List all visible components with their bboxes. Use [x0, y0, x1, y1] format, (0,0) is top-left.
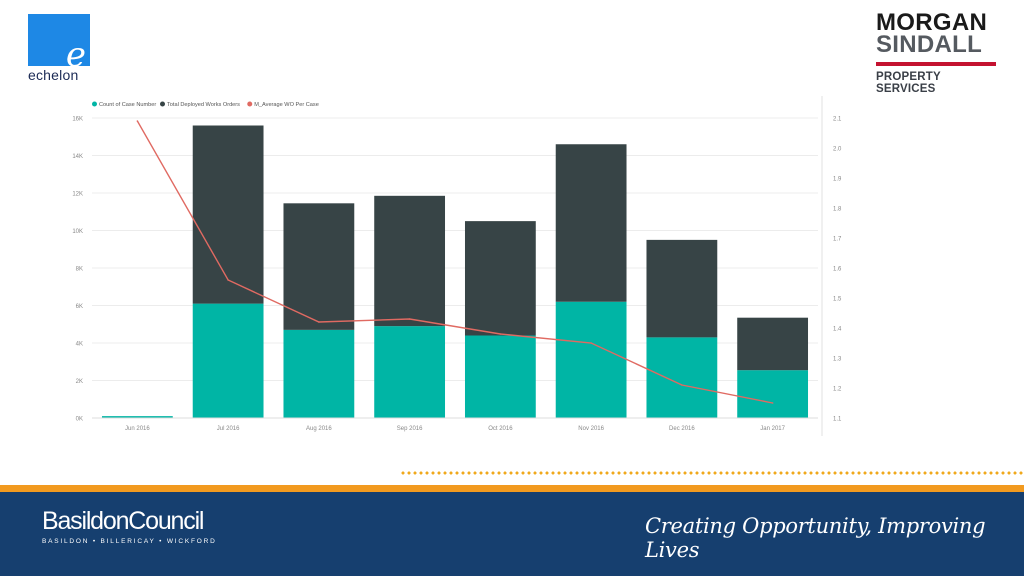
- legend-entry: M_Average WO Per Case: [254, 102, 319, 108]
- line-point: [408, 318, 411, 320]
- echelon-logo-mark: e: [28, 14, 90, 72]
- morgan-sindall-rule: [876, 62, 996, 66]
- y-left-tick-label: 16K: [72, 117, 83, 123]
- legend-swatch: [247, 101, 253, 107]
- line-point: [681, 384, 683, 386]
- line-point: [318, 321, 320, 323]
- bar-total-deployed-works-orders: [737, 317, 809, 371]
- bar-count-of-case-number: [464, 335, 536, 418]
- x-tick-label: Oct 2016: [488, 426, 513, 432]
- y-right-tick-label: 1.5: [833, 297, 842, 303]
- y-left-tick-label: 6K: [76, 304, 83, 310]
- bar-count-of-case-number: [646, 337, 718, 418]
- y-right-tick-label: 1.2: [833, 387, 842, 393]
- bar-total-deployed-works-orders: [192, 125, 264, 304]
- y-left-tick-label: 14K: [72, 154, 83, 160]
- morgan-sindall-line3: PROPERTY SERVICES: [876, 71, 941, 95]
- footer-band: [0, 492, 1024, 576]
- morgan-sindall-line2: SINDALL: [876, 31, 983, 58]
- legend-swatch: [160, 101, 165, 107]
- legend-swatch: [92, 101, 97, 107]
- y-right-tick-label: 2.1: [833, 117, 842, 123]
- dotted-divider: [400, 470, 1024, 476]
- x-tick-label: Aug 2016: [306, 426, 332, 432]
- echelon-logo: e echelon: [28, 14, 90, 83]
- y-left-tick-label: 10K: [72, 229, 83, 235]
- bar-count-of-case-number: [101, 416, 173, 418]
- echelon-logo-letter: e: [65, 35, 86, 75]
- y-right-tick-label: 1.6: [833, 267, 842, 273]
- legend-entry: Count of Case Number: [99, 102, 156, 108]
- bar-total-deployed-works-orders: [283, 203, 355, 330]
- y-right-tick-label: 1.1: [833, 417, 842, 423]
- bar-total-deployed-works-orders: [555, 144, 627, 302]
- y-left-tick-label: 0K: [76, 417, 83, 423]
- x-tick-label: Jan 2017: [760, 426, 785, 432]
- morgan-sindall-line1: MORGAN: [876, 9, 988, 36]
- y-left-tick-label: 12K: [72, 192, 83, 198]
- council-towns: BASILDON • BILLERICAY • WICKFORD: [42, 538, 217, 545]
- line-point: [771, 402, 774, 404]
- bar-total-deployed-works-orders: [646, 239, 718, 338]
- y-right-tick-label: 1.9: [833, 177, 842, 183]
- y-right-tick-label: 1.4: [833, 327, 842, 333]
- bar-total-deployed-works-orders: [464, 221, 536, 336]
- bar-count-of-case-number: [283, 329, 355, 418]
- y-right-tick-label: 1.7: [833, 237, 842, 243]
- y-right-tick-label: 1.8: [833, 207, 842, 213]
- line-point: [136, 120, 139, 122]
- x-tick-label: Dec 2016: [669, 426, 695, 432]
- bar-count-of-case-number: [737, 370, 809, 418]
- bar-count-of-case-number: [555, 301, 627, 418]
- slogan: Creating Opportunity, Improving Lives: [645, 514, 986, 562]
- y-left-tick-label: 2K: [76, 379, 83, 385]
- legend-entry: Total Deployed Works Orders: [167, 102, 240, 108]
- y-left-tick-label: 8K: [76, 267, 83, 273]
- line-m-average-wo-per-case: [136, 120, 773, 404]
- line-point: [499, 333, 502, 335]
- council-name: BasildonCouncil: [42, 507, 204, 535]
- footer-stripe: [0, 485, 1024, 492]
- line-point: [227, 279, 229, 281]
- bar-count-of-case-number: [192, 303, 264, 418]
- y-right-tick-label: 2.0: [833, 147, 842, 153]
- y-right-tick-label: 1.3: [833, 357, 842, 363]
- echelon-logo-word: echelon: [28, 67, 79, 83]
- bar-count-of-case-number: [374, 326, 446, 418]
- basildon-council-logo: BasildonCouncil BASILDON • BILLERICAY • …: [42, 508, 217, 545]
- x-tick-label: Sep 2016: [397, 426, 423, 432]
- bar-total-deployed-works-orders: [374, 195, 446, 327]
- y-left-tick-label: 4K: [76, 342, 83, 348]
- line-point: [590, 342, 592, 344]
- x-tick-label: Jun 2016: [125, 426, 150, 432]
- combo-chart: 0K 2K 4K 6K 8K 10K 12K 14K 16K 1.1 1.2 1.3 1.4 1.5 1.6…: [72, 96, 842, 436]
- x-tick-label: Nov 2016: [578, 426, 604, 432]
- morgan-sindall-logo: MORGAN SINDALL PROPERTY SERVICES: [876, 9, 998, 95]
- x-tick-label: Jul 2016: [217, 426, 240, 432]
